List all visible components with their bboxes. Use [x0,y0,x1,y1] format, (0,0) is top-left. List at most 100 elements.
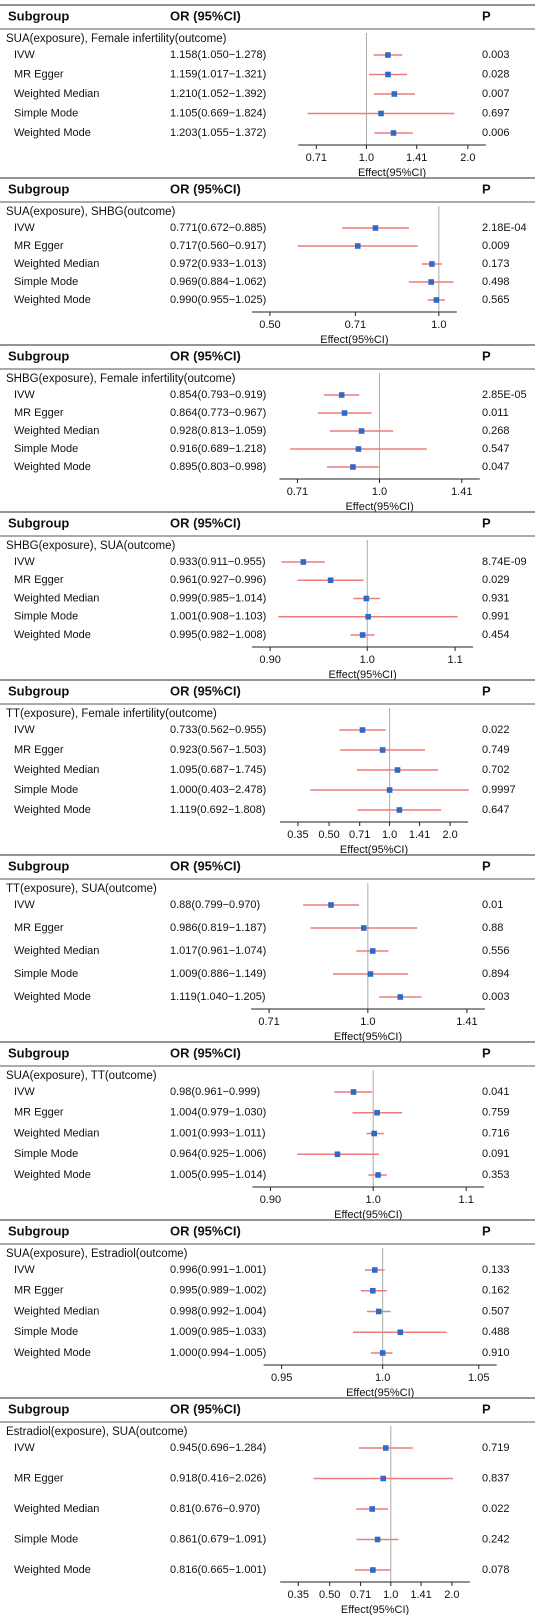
row-or-ci: 0.895(0.803−0.998) [170,461,266,473]
row-or-ci: 0.996(0.991−1.001) [170,1264,266,1276]
row-p-value: 2.18E-04 [482,222,527,234]
row-or-ci: 1.000(0.403−2.478) [170,784,266,796]
point-estimate [378,110,384,117]
point-estimate [371,1267,378,1273]
group-label: SHBG(exposure), SUA(outcome) [6,540,176,552]
row-p-value: 8.74E-09 [482,556,527,568]
column-header: Subgroup [8,1045,69,1060]
row-p-value: 0.507 [482,1305,510,1317]
row-p-value: 0.007 [482,88,510,100]
point-estimate [382,1445,389,1451]
row-method: IVW [14,1086,35,1098]
point-estimate [369,948,376,954]
row-or-ci: 0.986(0.819−1.187) [170,922,266,934]
column-header: Subgroup [8,1223,69,1238]
point-estimate [369,1287,376,1294]
x-tick-label: 0.71 [350,1589,371,1601]
row-method: Weighted Median [14,945,99,957]
x-tick-label: 1.0 [360,654,375,666]
row-method: Simple Mode [14,443,78,455]
point-estimate [370,1567,376,1573]
row-or-ci: 1.009(0.985−1.033) [170,1326,266,1338]
row-p-value: 0.749 [482,744,510,756]
row-p-value: 0.01 [482,899,503,911]
row-or-ci: 1.203(1.055−1.372) [170,127,266,139]
row-p-value: 0.9997 [482,784,516,796]
column-header: OR (95%CI) [170,181,241,196]
column-header: P [482,8,491,23]
row-method: Weighted Mode [14,804,91,816]
row-method: Weighted Mode [14,461,91,473]
row-method: MR Egger [14,1285,64,1297]
point-estimate [433,297,440,303]
column-header: OR (95%CI) [170,8,241,23]
x-axis-label: Effect(95%CI) [341,1604,409,1615]
group-label: SUA(exposure), TT(outcome) [6,1070,157,1082]
x-tick-label: 1.0 [383,1589,398,1601]
x-tick-label: 0.90 [259,654,280,666]
row-or-ci: 1.001(0.993−1.011) [170,1127,266,1139]
row-p-value: 0.454 [482,629,510,641]
row-or-ci: 0.717(0.560−0.917) [170,240,266,252]
row-or-ci: 0.998(0.992−1.004) [170,1305,266,1317]
row-p-value: 0.009 [482,240,510,252]
point-estimate [363,595,370,602]
row-method: Weighted Median [14,764,99,776]
row-method: MR Egger [14,407,64,419]
row-p-value: 0.931 [482,592,510,604]
point-estimate [390,130,397,136]
row-method: Simple Mode [14,1148,78,1160]
row-p-value: 0.759 [482,1107,510,1119]
column-header: Subgroup [8,348,69,363]
x-axis-label: Effect(95%CI) [334,1031,402,1043]
row-or-ci: 1.001(0.908−1.103) [170,611,266,623]
row-or-ci: 1.005(0.995−1.014) [170,1169,266,1181]
point-estimate [375,1308,382,1315]
row-or-ci: 1.105(0.669−1.824) [170,107,266,119]
row-or-ci: 0.916(0.689−1.218) [170,443,266,455]
x-tick-label: 1.0 [366,1194,381,1206]
point-estimate [328,902,334,908]
row-or-ci: 0.733(0.562−0.955) [170,724,266,736]
group-label: SUA(exposure), SHBG(outcome) [6,206,176,218]
row-or-ci: 0.864(0.773−0.967) [170,407,266,419]
row-method: Simple Mode [14,611,78,623]
row-or-ci: 1.009(0.886−1.149) [170,968,266,980]
row-method: Simple Mode [14,1533,78,1545]
row-method: Weighted Median [14,258,99,270]
row-or-ci: 1.004(0.979−1.030) [170,1107,266,1119]
point-estimate [372,225,379,231]
row-p-value: 0.268 [482,425,510,437]
x-tick-label: 1.0 [382,829,397,841]
row-or-ci: 0.972(0.933−1.013) [170,258,266,270]
point-estimate [385,71,391,78]
row-method: MR Egger [14,744,64,756]
row-p-value: 0.133 [482,1264,510,1276]
row-method: IVW [14,556,35,568]
row-p-value: 0.716 [482,1127,510,1139]
point-estimate [359,632,366,638]
row-p-value: 0.029 [482,574,510,586]
point-estimate [374,1109,380,1116]
row-p-value: 0.647 [482,804,510,816]
row-or-ci: 0.961(0.927−0.996) [170,574,266,586]
group-label: TT(exposure), SUA(outcome) [6,883,157,895]
x-tick-label: 1.0 [359,152,374,164]
row-method: MR Egger [14,1107,64,1119]
row-method: Simple Mode [14,784,78,796]
row-p-value: 0.047 [482,461,510,473]
row-p-value: 0.88 [482,922,503,934]
row-method: IVW [14,1264,35,1276]
row-or-ci: 1.159(1.017−1.321) [170,68,266,80]
point-estimate [380,1475,387,1482]
x-axis-label: Effect(95%CI) [334,1209,402,1221]
row-or-ci: 1.210(1.052−1.392) [170,88,266,100]
row-or-ci: 0.81(0.676−0.970) [170,1503,260,1515]
group-label: SUA(exposure), Female infertility(outcom… [6,33,227,45]
row-p-value: 0.028 [482,68,510,80]
point-estimate [379,1350,386,1356]
row-or-ci: 0.918(0.416−2.026) [170,1472,266,1484]
row-p-value: 0.173 [482,258,510,270]
row-method: MR Egger [14,1472,64,1484]
x-tick-label: 0.50 [259,319,280,331]
